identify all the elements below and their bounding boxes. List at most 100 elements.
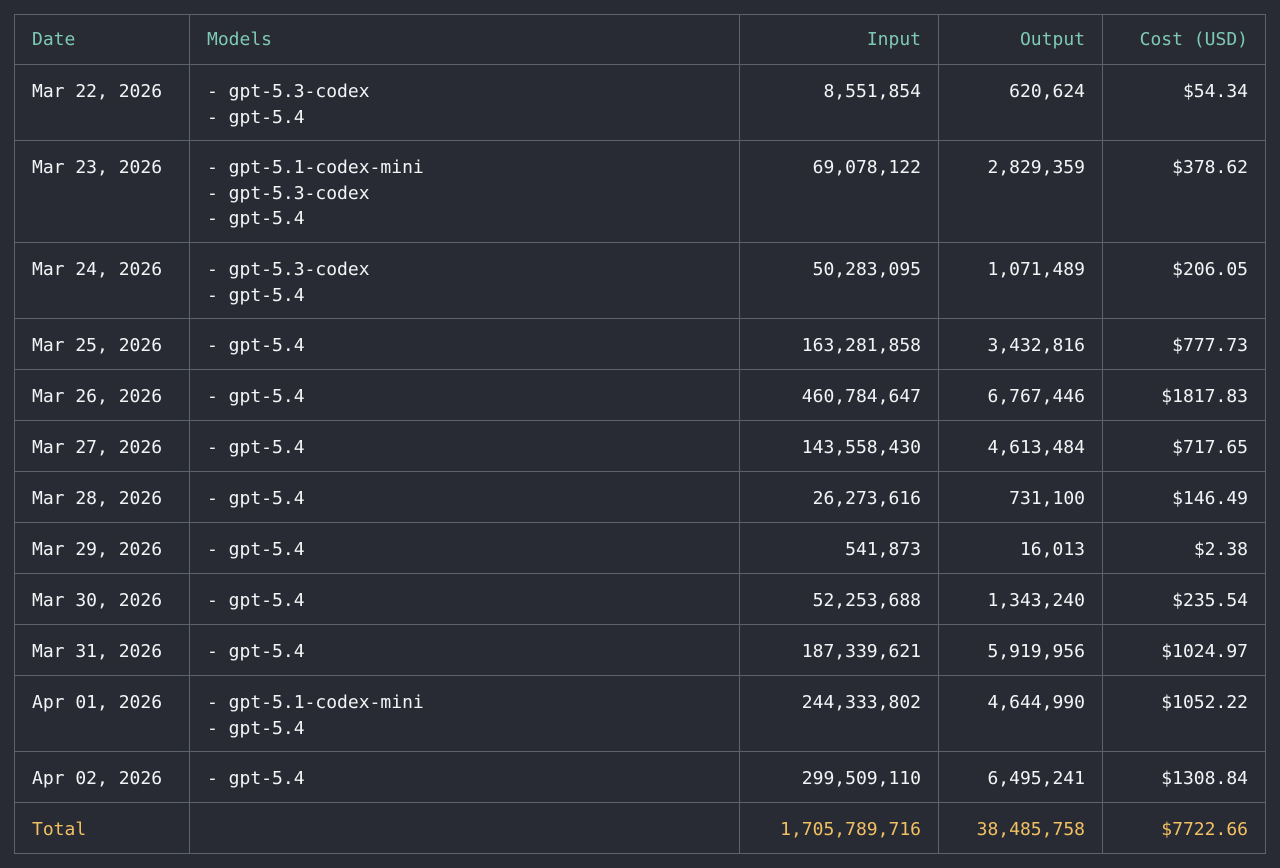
model-item: - gpt-5.4 [207,717,305,739]
table-row: Apr 01, 2026- gpt-5.1-codex-mini - gpt-5.… [14,675,1266,752]
total-cost: $7722.66 [1102,802,1266,854]
table-header-row: Date Models Input Output Cost (USD) [14,14,1266,65]
cell-output: 6,495,241 [938,751,1103,803]
cell-cost: $378.62 [1102,140,1266,243]
column-header-models: Models [189,14,740,65]
cell-models: - gpt-5.4 [189,420,740,472]
model-item: - gpt-5.4 [207,284,305,306]
cell-input: 244,333,802 [739,675,939,752]
cell-models: - gpt-5.3-codex - gpt-5.4 [189,64,740,141]
cell-input: 541,873 [739,522,939,574]
cell-input: 8,551,854 [739,64,939,141]
cell-input: 26,273,616 [739,471,939,523]
table-row: Mar 31, 2026 - gpt-5.4 187,339,621 5,919,95… [14,624,1266,676]
usage-table-container: Date Models Input Output Cost (USD) Mar … [14,14,1266,854]
cell-input: 50,283,095 [739,242,939,319]
cell-output: 4,644,990 [938,675,1103,752]
model-item: - gpt-5.3-codex [207,182,370,204]
cell-output: 3,432,816 [938,318,1103,370]
cell-input: 187,339,621 [739,624,939,676]
cell-date: Mar 28, 2026 [14,471,190,523]
cell-output: 2,829,359 [938,140,1103,243]
model-item: - gpt-5.4 [207,488,305,509]
table-row: Mar 23, 2026- gpt-5.1-codex-mini - gpt-5.… [14,140,1266,243]
cell-date: Apr 02, 2026 [14,751,190,803]
cell-models: - gpt-5.4 [189,318,740,370]
cell-cost: $235.54 [1102,573,1266,625]
cell-input: 143,558,430 [739,420,939,472]
table-body: Mar 22, 2026 - gpt-5.3-codex - gpt-5.4 8,55… [14,64,1266,803]
cell-cost: $206.05 [1102,242,1266,319]
cell-date: Mar 27, 2026 [14,420,190,472]
column-header-output: Output [938,14,1103,65]
total-row: Total 1,705,789,716 38,485,758 $7722.66 [14,802,1266,854]
column-header-input: Input [739,14,939,65]
cell-input: 69,078,122 [739,140,939,243]
table-row: Mar 30, 2026 - gpt-5.4 52,253,688 1,343,240… [14,573,1266,625]
table-row: Mar 27, 2026 - gpt-5.4 143,558,430 4,613,48… [14,420,1266,472]
model-item: - gpt-5.3-codex [207,259,370,280]
cell-models: - gpt-5.1-codex-mini - gpt-5.4 [189,675,740,752]
cell-output: 16,013 [938,522,1103,574]
cell-output: 731,100 [938,471,1103,523]
cell-input: 460,784,647 [739,369,939,421]
column-header-cost: Cost (USD) [1102,14,1266,65]
model-item: - gpt-5.1-codex-mini [207,157,424,178]
model-item: - gpt-5.4 [207,590,305,611]
cell-cost: $54.34 [1102,64,1266,141]
cell-models: - gpt-5.4 [189,522,740,574]
cell-date: Mar 31, 2026 [14,624,190,676]
total-label: Total [14,802,190,854]
usage-table: Date Models Input Output Cost (USD) Mar … [14,14,1266,854]
cell-input: 299,509,110 [739,751,939,803]
cell-cost: $2.38 [1102,522,1266,574]
model-item: - gpt-5.4 [207,539,305,560]
total-input: 1,705,789,716 [739,802,939,854]
cell-date: Mar 23, 2026 [14,140,190,243]
table-row: Mar 26, 2026 - gpt-5.4 460,784,647 6,767,44… [14,369,1266,421]
model-item: - gpt-5.4 [207,106,305,128]
cell-cost: $1308.84 [1102,751,1266,803]
table-row: Apr 02, 2026 - gpt-5.4 299,509,110 6,495,24… [14,751,1266,803]
cell-cost: $777.73 [1102,318,1266,370]
cell-output: 4,613,484 [938,420,1103,472]
cell-cost: $1052.22 [1102,675,1266,752]
cell-date: Mar 25, 2026 [14,318,190,370]
cell-date: Mar 30, 2026 [14,573,190,625]
cell-output: 620,624 [938,64,1103,141]
cell-cost: $1024.97 [1102,624,1266,676]
cell-output: 5,919,956 [938,624,1103,676]
cell-output: 6,767,446 [938,369,1103,421]
cell-cost: $146.49 [1102,471,1266,523]
model-item: - gpt-5.4 [207,208,305,229]
total-output: 38,485,758 [938,802,1103,854]
cell-date: Mar 29, 2026 [14,522,190,574]
cell-models: - gpt-5.4 [189,573,740,625]
model-item: - gpt-5.4 [207,335,305,356]
cell-models: - gpt-5.4 [189,624,740,676]
table-row: Mar 22, 2026 - gpt-5.3-codex - gpt-5.4 8,55… [14,64,1266,141]
cell-models: - gpt-5.1-codex-mini - gpt-5.3-codex - gpt… [189,140,740,243]
total-models [189,802,740,854]
table-row: Mar 25, 2026 - gpt-5.4 163,281,858 3,432,81… [14,318,1266,370]
cell-cost: $1817.83 [1102,369,1266,421]
cell-output: 1,343,240 [938,573,1103,625]
model-item: - gpt-5.4 [207,641,305,662]
cell-models: - gpt-5.4 [189,369,740,421]
model-item: - gpt-5.1-codex-mini [207,692,424,713]
column-header-date: Date [14,14,190,65]
cell-date: Mar 26, 2026 [14,369,190,421]
cell-date: Apr 01, 2026 [14,675,190,752]
table-row: Mar 28, 2026 - gpt-5.4 26,273,616 731,100 $1… [14,471,1266,523]
model-item: - gpt-5.4 [207,386,305,407]
cell-input: 52,253,688 [739,573,939,625]
cell-models: - gpt-5.4 [189,751,740,803]
cell-models: - gpt-5.3-codex - gpt-5.4 [189,242,740,319]
cell-output: 1,071,489 [938,242,1103,319]
model-item: - gpt-5.4 [207,437,305,458]
table-row: Mar 29, 2026 - gpt-5.4 541,873 16,013 $2.38 [14,522,1266,574]
cell-models: - gpt-5.4 [189,471,740,523]
cell-cost: $717.65 [1102,420,1266,472]
model-item: - gpt-5.3-codex [207,81,370,102]
cell-date: Mar 24, 2026 [14,242,190,319]
